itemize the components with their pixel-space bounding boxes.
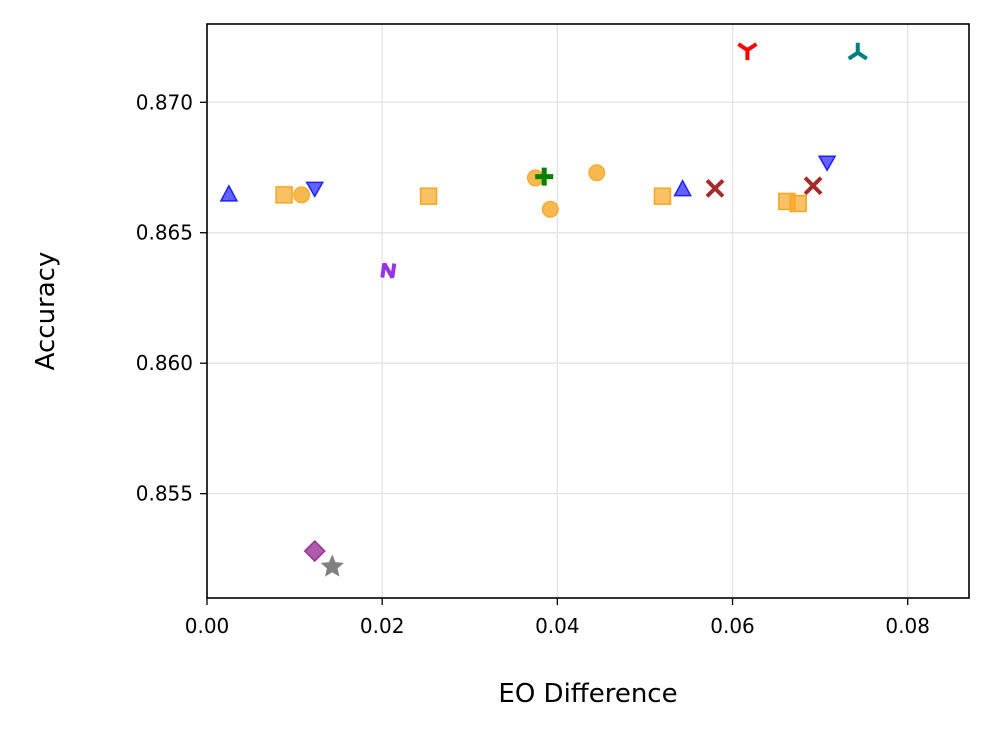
orange-square-point [653, 187, 672, 205]
blue-triangle-up-point [673, 179, 692, 197]
brown-x-point [803, 176, 823, 196]
orange-square-point [275, 186, 293, 204]
blue-triangle-up-point [219, 184, 239, 202]
y-tick-label: 0.870 [136, 90, 193, 114]
orange-circle-point [293, 186, 311, 204]
orange-square-point [789, 194, 807, 213]
grid [206, 24, 969, 598]
x-axis-label: EO Difference [498, 679, 677, 709]
x-tick-label: 0.06 [710, 614, 755, 638]
teal-tri-up-point [847, 42, 868, 61]
brown-x-point [705, 178, 725, 198]
gray-star-point [320, 554, 344, 577]
x-tick-label: 0.00 [185, 614, 230, 638]
orange-circle-point [588, 164, 606, 182]
purple-n-point [380, 262, 397, 279]
y-tick-label: 0.855 [136, 482, 193, 506]
x-tick-label: 0.04 [535, 614, 580, 638]
green-plus-point [535, 167, 554, 186]
x-tick-label: 0.02 [360, 614, 405, 638]
orange-circle-point [541, 200, 559, 218]
y-axis-ticks: 0.855 0.860 0.865 0.870 [136, 90, 207, 506]
orange-square-point [419, 187, 438, 205]
x-tick-label: 0.08 [885, 614, 930, 638]
y-tick-label: 0.860 [136, 351, 193, 375]
data-points [219, 42, 868, 577]
blue-triangle-down-point [305, 181, 325, 198]
y-axis-label: Accuracy [31, 252, 61, 371]
purple-diamond-point [303, 539, 326, 563]
blue-triangle-down-point [817, 155, 837, 172]
x-axis-ticks: 0.00 0.02 0.04 0.06 0.08 [185, 598, 930, 638]
plot-frame [206, 23, 970, 599]
red-tri-down-point [737, 42, 758, 61]
y-tick-label: 0.865 [136, 221, 193, 245]
